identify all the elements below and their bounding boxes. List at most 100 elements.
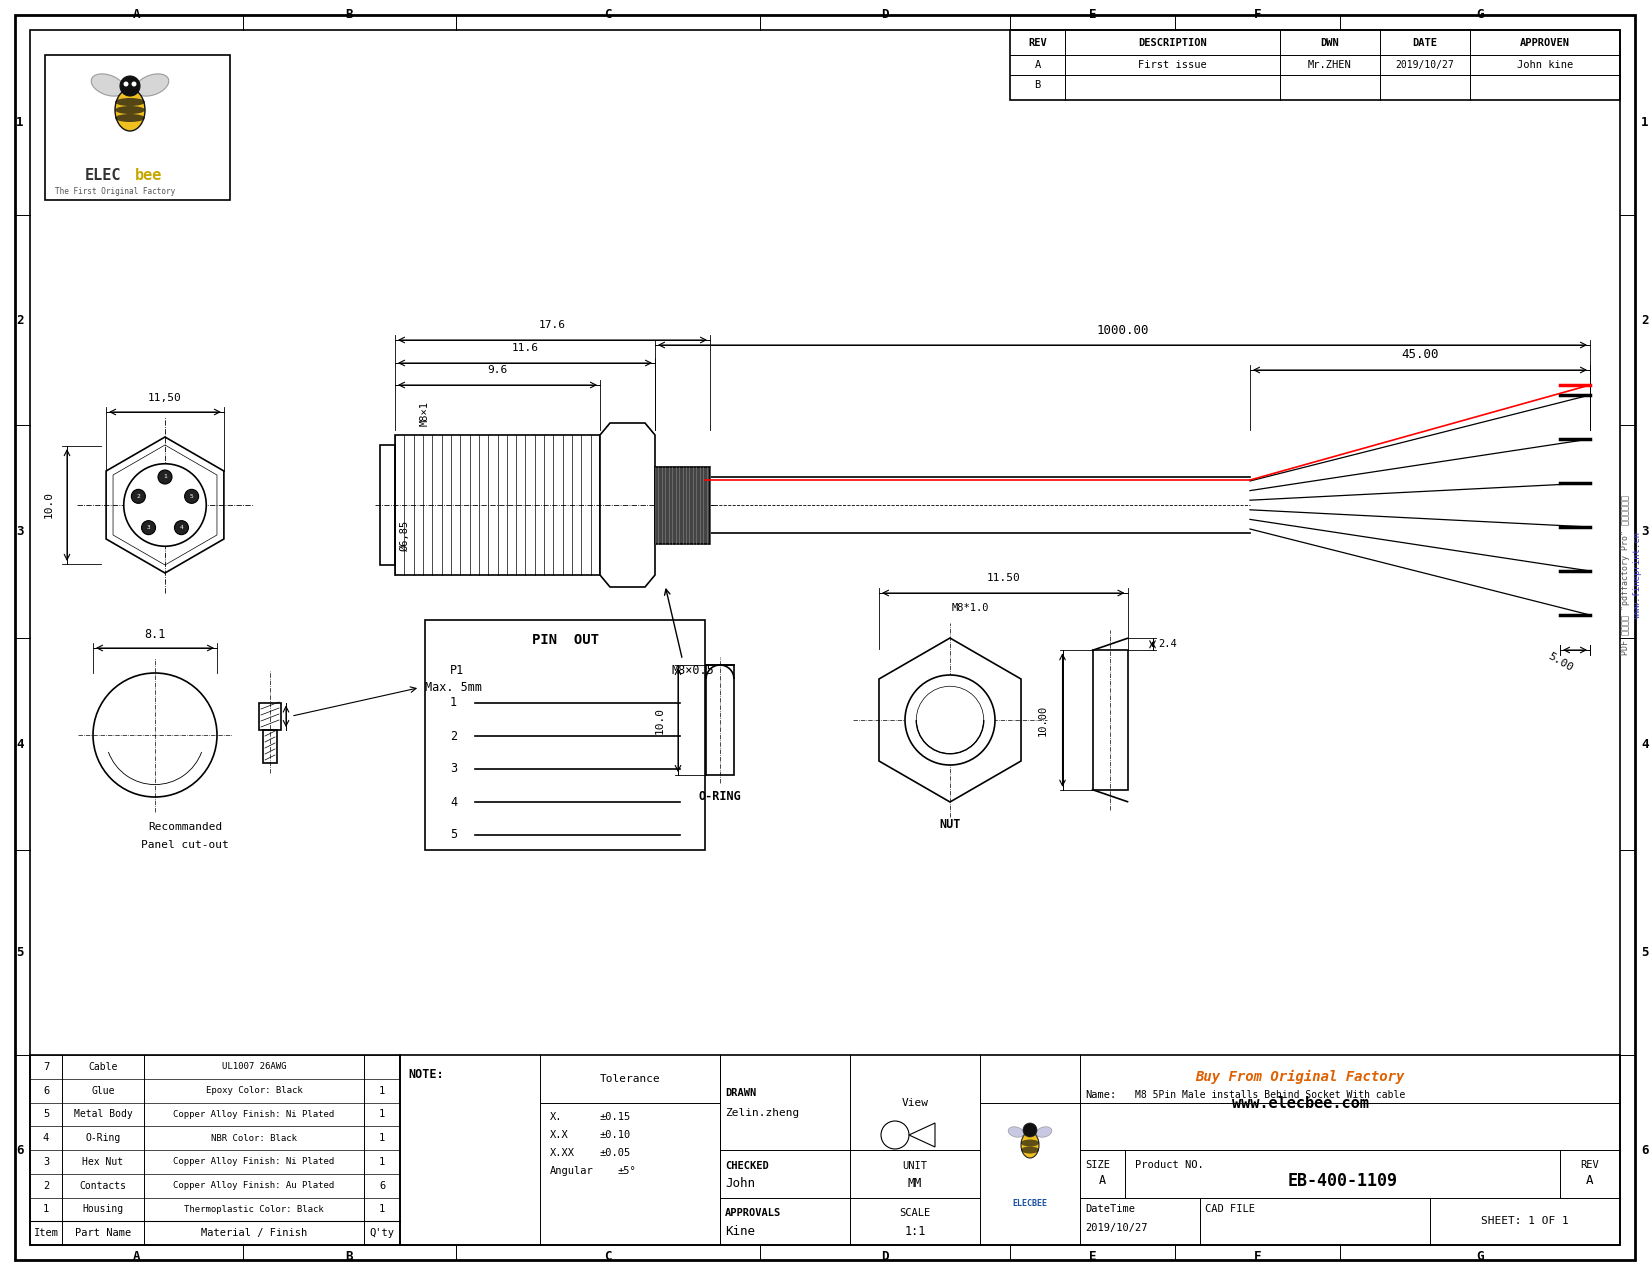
Text: A: A bbox=[1099, 1174, 1106, 1187]
Text: Item: Item bbox=[33, 1228, 58, 1238]
Polygon shape bbox=[879, 638, 1021, 802]
Ellipse shape bbox=[116, 89, 145, 131]
Text: APPROVALS: APPROVALS bbox=[724, 1209, 780, 1218]
Text: M8 5Pin Male installs Behind Socket With cable: M8 5Pin Male installs Behind Socket With… bbox=[1135, 1090, 1406, 1099]
Circle shape bbox=[132, 82, 137, 87]
Text: NBR Color: Black: NBR Color: Black bbox=[211, 1133, 297, 1142]
Text: Product NO.: Product NO. bbox=[1135, 1160, 1204, 1170]
Text: REV: REV bbox=[1028, 37, 1046, 47]
Text: 2.4: 2.4 bbox=[1158, 639, 1176, 649]
Text: 2: 2 bbox=[137, 493, 140, 499]
Text: Panel cut-out: Panel cut-out bbox=[142, 840, 229, 850]
Text: Metal Body: Metal Body bbox=[74, 1109, 132, 1119]
Circle shape bbox=[904, 674, 995, 765]
Text: 4: 4 bbox=[16, 737, 23, 751]
Text: 10.0: 10.0 bbox=[655, 706, 665, 733]
Ellipse shape bbox=[1036, 1127, 1051, 1137]
Text: NOTE:: NOTE: bbox=[408, 1068, 444, 1081]
Text: CAD FILE: CAD FILE bbox=[1204, 1205, 1256, 1215]
Text: A: A bbox=[132, 1251, 140, 1264]
Ellipse shape bbox=[135, 74, 168, 96]
Text: 5: 5 bbox=[190, 493, 193, 499]
Text: DESCRIPTION: DESCRIPTION bbox=[1138, 37, 1206, 47]
Text: 1000.00: 1000.00 bbox=[1096, 324, 1148, 337]
Text: 1: 1 bbox=[380, 1085, 384, 1095]
Text: Copper Alloy Finish: Ni Plated: Copper Alloy Finish: Ni Plated bbox=[173, 1158, 335, 1167]
Text: O-Ring: O-Ring bbox=[86, 1133, 120, 1144]
Text: 11,50: 11,50 bbox=[148, 393, 182, 403]
Text: X.XX: X.XX bbox=[549, 1149, 574, 1159]
Text: A: A bbox=[132, 9, 140, 22]
Text: bee: bee bbox=[135, 167, 162, 182]
Text: 1: 1 bbox=[380, 1133, 384, 1144]
Ellipse shape bbox=[1008, 1127, 1025, 1137]
Text: 2: 2 bbox=[1642, 314, 1648, 326]
Text: F: F bbox=[1254, 1251, 1261, 1264]
Text: Buy From Original Factory: Buy From Original Factory bbox=[1195, 1070, 1404, 1084]
Text: Q'ty: Q'ty bbox=[370, 1228, 394, 1238]
Text: SCALE: SCALE bbox=[899, 1209, 931, 1218]
Text: REV: REV bbox=[1581, 1160, 1599, 1170]
Text: Contacts: Contacts bbox=[79, 1181, 127, 1191]
Text: ±0.10: ±0.10 bbox=[601, 1131, 632, 1141]
Text: Housing: Housing bbox=[82, 1205, 124, 1214]
Circle shape bbox=[1023, 1123, 1036, 1137]
Text: O-RING: O-RING bbox=[698, 790, 741, 803]
Text: Kine: Kine bbox=[724, 1225, 756, 1238]
Text: Copper Alloy Finish: Ni Plated: Copper Alloy Finish: Ni Plated bbox=[173, 1109, 335, 1119]
Text: Name:: Name: bbox=[1086, 1090, 1117, 1099]
Text: X.: X. bbox=[549, 1113, 563, 1122]
Text: 3: 3 bbox=[450, 762, 457, 775]
Text: E: E bbox=[1089, 1251, 1096, 1264]
Text: 4: 4 bbox=[450, 796, 457, 808]
Text: 9.6: 9.6 bbox=[487, 365, 508, 375]
Text: DRAWN: DRAWN bbox=[724, 1088, 756, 1098]
Text: M8×1: M8×1 bbox=[421, 400, 431, 426]
Text: SHEET: 1 OF 1: SHEET: 1 OF 1 bbox=[1482, 1216, 1569, 1227]
Text: A: A bbox=[1586, 1174, 1594, 1187]
Bar bbox=[1010, 31, 1620, 99]
Text: MM: MM bbox=[908, 1177, 922, 1191]
Text: 3: 3 bbox=[147, 525, 150, 530]
Text: 6: 6 bbox=[16, 1144, 23, 1156]
Text: C: C bbox=[604, 1251, 612, 1264]
Text: 5: 5 bbox=[450, 829, 457, 842]
Text: View: View bbox=[901, 1098, 929, 1108]
Text: G: G bbox=[1477, 9, 1483, 22]
Text: 1: 1 bbox=[450, 696, 457, 709]
Text: 3: 3 bbox=[16, 525, 23, 538]
Text: B: B bbox=[1035, 80, 1041, 91]
Text: 3: 3 bbox=[1642, 525, 1648, 538]
Text: 4: 4 bbox=[180, 525, 183, 530]
Text: Angular: Angular bbox=[549, 1167, 594, 1177]
Text: CHECKED: CHECKED bbox=[724, 1160, 769, 1170]
Ellipse shape bbox=[1021, 1132, 1040, 1158]
Text: 1: 1 bbox=[1642, 116, 1648, 129]
Text: APPROVEN: APPROVEN bbox=[1520, 37, 1571, 47]
Text: Thermoplastic Color: Black: Thermoplastic Color: Black bbox=[185, 1205, 323, 1214]
Text: 2019/10/27: 2019/10/27 bbox=[1396, 60, 1454, 70]
Text: DATE: DATE bbox=[1412, 37, 1437, 47]
Circle shape bbox=[185, 490, 198, 504]
Text: UL1007 26AWG: UL1007 26AWG bbox=[221, 1062, 285, 1071]
Text: Material / Finish: Material / Finish bbox=[201, 1228, 307, 1238]
Polygon shape bbox=[106, 437, 224, 572]
Text: 2: 2 bbox=[43, 1181, 50, 1191]
Text: 5: 5 bbox=[43, 1109, 50, 1119]
Circle shape bbox=[916, 686, 983, 754]
Bar bbox=[1092, 650, 1127, 789]
Text: John kine: John kine bbox=[1516, 60, 1572, 70]
Bar bbox=[655, 467, 710, 543]
Text: 1: 1 bbox=[380, 1205, 384, 1214]
Text: 4: 4 bbox=[43, 1133, 50, 1144]
Text: Part Name: Part Name bbox=[74, 1228, 130, 1238]
Text: 6: 6 bbox=[380, 1181, 384, 1191]
Text: B: B bbox=[346, 1251, 353, 1264]
Bar bbox=[45, 55, 229, 200]
Text: M8×0.5: M8×0.5 bbox=[672, 663, 714, 677]
Text: EB-400-1109: EB-400-1109 bbox=[1287, 1172, 1398, 1190]
Text: 10.00: 10.00 bbox=[1038, 704, 1048, 736]
Text: 2: 2 bbox=[16, 314, 23, 326]
Text: 2: 2 bbox=[450, 729, 457, 742]
Circle shape bbox=[124, 82, 129, 87]
